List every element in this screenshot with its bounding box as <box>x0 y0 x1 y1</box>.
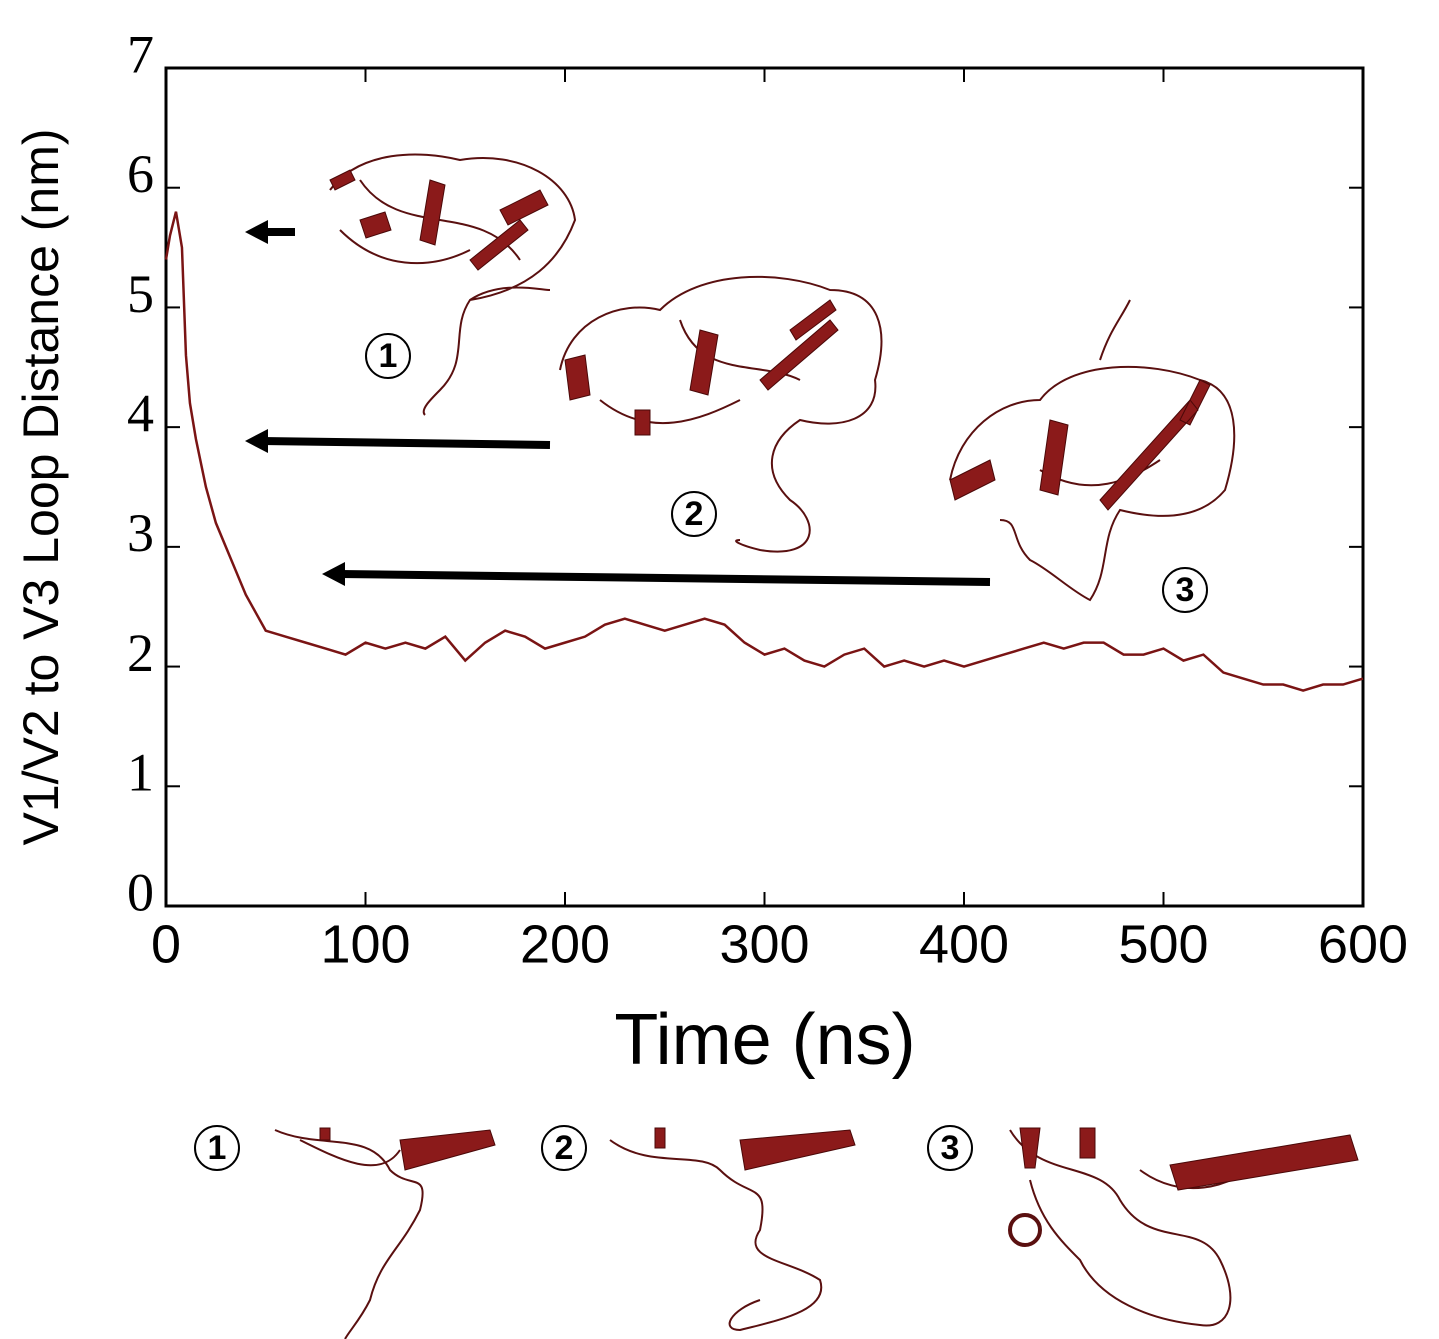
protein-structure-2 <box>559 275 883 553</box>
label-circle <box>541 1125 587 1171</box>
x-axis-label: Time (ns) <box>614 1000 915 1080</box>
label-circle <box>1162 567 1208 613</box>
arrows <box>245 220 991 586</box>
y-tick-label: 0 <box>127 862 154 922</box>
y-tick-label: 1 <box>127 743 154 803</box>
structure-label: 3 <box>941 1129 960 1167</box>
y-axis-label: V1/V2 to V3 Loop Distance (nm) <box>13 128 69 845</box>
structure-label: 3 <box>1176 571 1195 609</box>
label-circle <box>927 1125 973 1171</box>
x-tick-label: 100 <box>320 914 410 974</box>
structure-label: 1 <box>379 337 398 375</box>
structure-label: 2 <box>555 1129 574 1167</box>
x-tick-label: 600 <box>1318 914 1408 974</box>
x-tick-label: 400 <box>919 914 1009 974</box>
inset-panels <box>274 1127 1359 1339</box>
data-line <box>164 211 1364 692</box>
y-tick-label: 7 <box>127 24 154 84</box>
x-tick-label: 0 <box>151 914 181 974</box>
x-tick-label: 200 <box>520 914 610 974</box>
structure-label: 1 <box>208 1129 227 1167</box>
label-circle <box>671 491 717 537</box>
y-tick-label: 6 <box>127 144 154 204</box>
y-tick-label: 2 <box>127 623 154 683</box>
y-tick-label: 3 <box>127 503 154 563</box>
protein-structure-3 <box>949 299 1236 602</box>
structure-label: 2 <box>685 495 704 533</box>
label-circle <box>365 333 411 379</box>
protein-structure-1 <box>329 153 577 416</box>
y-tick-label: 5 <box>127 264 154 324</box>
plot-frame <box>164 66 1365 908</box>
x-tick-label: 300 <box>719 914 809 974</box>
y-tick-label: 4 <box>127 384 154 444</box>
x-tick-label: 500 <box>1118 914 1208 974</box>
label-circle <box>194 1125 240 1171</box>
